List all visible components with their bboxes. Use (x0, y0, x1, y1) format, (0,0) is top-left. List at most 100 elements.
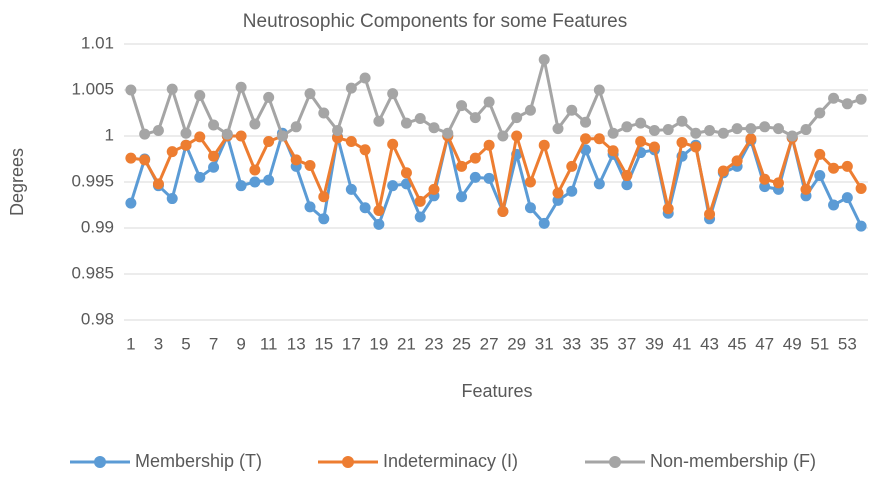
x-tick-label: 9 (236, 334, 245, 353)
x-tick-label: 31 (535, 334, 554, 353)
point (855, 93, 867, 105)
x-tick-label: 15 (314, 334, 333, 353)
x-tick-label: 37 (617, 334, 636, 353)
point (125, 197, 137, 209)
point (235, 180, 247, 192)
point (249, 164, 261, 176)
x-tick-label: 13 (287, 334, 306, 353)
point (717, 165, 729, 177)
y-tick-label: 1.01 (81, 33, 114, 52)
x-tick-label: 41 (673, 334, 692, 353)
point (731, 155, 743, 167)
point (483, 172, 495, 184)
x-tick-label: 5 (181, 334, 190, 353)
point (800, 124, 812, 136)
x-tick-label: 39 (645, 334, 664, 353)
point (607, 145, 619, 157)
point (635, 117, 647, 129)
point (387, 88, 399, 100)
point (249, 176, 261, 188)
point (221, 128, 233, 140)
point (400, 167, 412, 179)
point (731, 123, 743, 135)
point (828, 92, 840, 104)
point (208, 161, 220, 173)
point (125, 84, 137, 96)
point (428, 183, 440, 195)
point (414, 195, 426, 207)
point (456, 100, 468, 112)
point (828, 199, 840, 211)
point (290, 121, 302, 133)
x-tick-label: 27 (480, 334, 499, 353)
legend-label: Membership (T) (135, 451, 262, 471)
point (717, 127, 729, 139)
point (249, 118, 261, 130)
point (800, 183, 812, 195)
point (772, 123, 784, 135)
point (263, 91, 275, 103)
point (166, 146, 178, 158)
x-tick-label: 3 (154, 334, 163, 353)
point (704, 208, 716, 220)
y-tick-label: 0.98 (81, 309, 114, 328)
point (359, 72, 371, 84)
point (566, 104, 578, 116)
point (456, 160, 468, 172)
point (593, 84, 605, 96)
point (593, 178, 605, 190)
point (759, 121, 771, 133)
point (497, 130, 509, 142)
point (139, 128, 151, 140)
x-axis-label: Features (461, 381, 532, 401)
point (621, 121, 633, 133)
point (772, 177, 784, 189)
point (125, 152, 137, 164)
point (524, 104, 536, 116)
x-tick-label: 11 (260, 334, 278, 353)
point (263, 136, 275, 148)
x-tick-label: 25 (452, 334, 471, 353)
point (304, 201, 316, 213)
point (648, 141, 660, 153)
point (566, 160, 578, 172)
point (208, 150, 220, 162)
point (524, 176, 536, 188)
point (304, 88, 316, 100)
point (414, 211, 426, 223)
point (841, 192, 853, 204)
point (759, 173, 771, 185)
point (580, 116, 592, 128)
point (676, 136, 688, 148)
point (607, 127, 619, 139)
point (166, 193, 178, 205)
point (345, 183, 357, 195)
point (566, 185, 578, 197)
y-tick-label: 0.99 (81, 217, 114, 236)
point (359, 144, 371, 156)
point (139, 154, 151, 166)
y-tick-label: 0.985 (71, 263, 114, 282)
x-tick-label: 51 (810, 334, 829, 353)
x-tick-label: 47 (755, 334, 774, 353)
point (538, 54, 550, 66)
point (208, 119, 220, 131)
legend-marker (609, 456, 621, 468)
point (276, 130, 288, 142)
point (332, 124, 344, 136)
point (621, 170, 633, 182)
point (263, 174, 275, 186)
legend-label: Indeterminacy (I) (383, 451, 518, 471)
point (511, 112, 523, 124)
point (194, 131, 206, 143)
point (483, 139, 495, 151)
y-tick-label: 0.995 (71, 171, 114, 190)
point (745, 133, 757, 145)
point (290, 154, 302, 166)
point (855, 220, 867, 232)
point (621, 179, 633, 191)
point (180, 127, 192, 139)
point (373, 218, 385, 230)
x-tick-label: 29 (507, 334, 526, 353)
